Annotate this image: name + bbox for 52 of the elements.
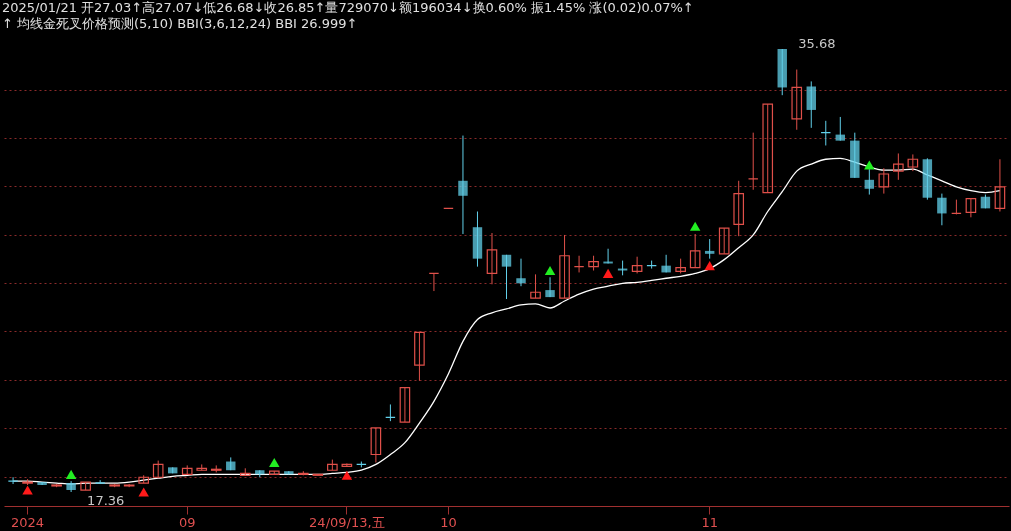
candlestick bbox=[7, 476, 19, 485]
candlestick bbox=[486, 232, 498, 285]
point bbox=[65, 469, 77, 479]
text: 17.36 bbox=[87, 493, 125, 508]
point bbox=[689, 221, 701, 231]
annotation: 35.68 bbox=[798, 36, 836, 51]
candlestick bbox=[689, 233, 701, 269]
candlestick bbox=[747, 132, 759, 191]
candlestick bbox=[718, 227, 730, 255]
candlestick bbox=[399, 386, 411, 423]
candlestick bbox=[733, 180, 745, 237]
candlestick bbox=[820, 120, 832, 146]
candlestick bbox=[428, 272, 440, 292]
point bbox=[341, 470, 353, 480]
candlestick bbox=[385, 403, 396, 422]
point bbox=[864, 160, 875, 170]
point bbox=[138, 487, 149, 497]
candlestick bbox=[835, 116, 846, 142]
candlestick bbox=[893, 152, 904, 181]
candlestick bbox=[559, 234, 570, 299]
candlestick bbox=[530, 273, 541, 299]
point bbox=[602, 268, 614, 278]
candlestick bbox=[458, 135, 468, 235]
point bbox=[544, 265, 556, 276]
x-tick-label: 10 bbox=[440, 514, 457, 530]
candlestick bbox=[965, 198, 977, 218]
candlestick bbox=[878, 167, 890, 195]
point bbox=[269, 457, 280, 468]
candlestick bbox=[661, 254, 671, 273]
x-tick-label: 11 bbox=[701, 514, 718, 530]
candlestick bbox=[631, 256, 643, 274]
candlestick bbox=[704, 238, 715, 260]
chart-subtitle: ↑ 均线金死叉价格预测(5,10) BBI(3,6,12,24) BBI 26.999↑ bbox=[2, 16, 358, 31]
candlestick bbox=[762, 103, 774, 194]
candlestick bbox=[501, 254, 512, 300]
candlestick bbox=[370, 427, 382, 463]
candlestick bbox=[907, 153, 919, 172]
candlestick bbox=[95, 479, 105, 485]
point bbox=[22, 485, 33, 495]
candlestick bbox=[414, 331, 425, 382]
candlestick bbox=[994, 158, 1006, 212]
candlestick bbox=[937, 193, 947, 226]
point bbox=[704, 261, 715, 271]
x-tick-label: 24/09/13,五 bbox=[309, 514, 385, 530]
candlestick bbox=[341, 462, 353, 467]
candlestick bbox=[791, 69, 803, 131]
candlestick bbox=[516, 258, 526, 287]
candlestick bbox=[806, 80, 816, 129]
x-tick-label: 2024 bbox=[11, 514, 45, 530]
x-tick-label: 09 bbox=[178, 514, 196, 530]
candlestick bbox=[573, 255, 585, 273]
chart-title: 2025/01/21 开27.03↑高27.07↓低26.68↓收26.85↑量729070↓额196034↓换0.60% 振1.45% 涨(0.02)0.07%↑ bbox=[2, 0, 694, 15]
